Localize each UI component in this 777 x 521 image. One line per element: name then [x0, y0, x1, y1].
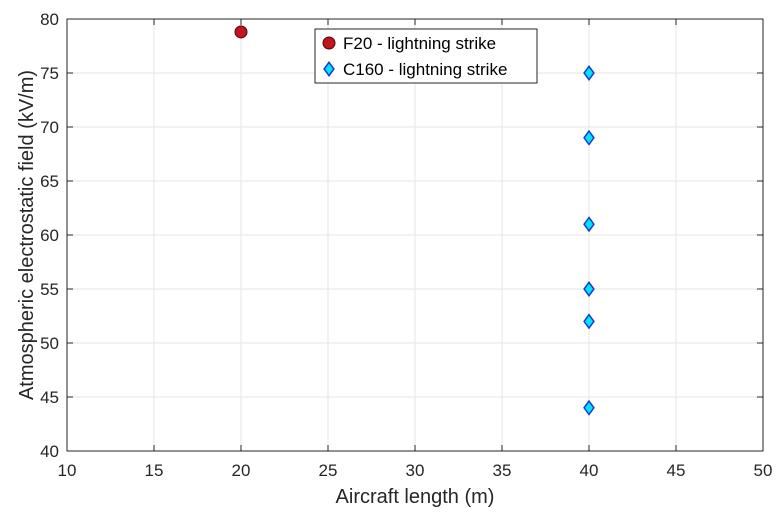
x-tick-label: 50 — [754, 461, 773, 480]
data-point-diamond — [583, 281, 595, 297]
legend-entry-f20: F20 - lightning strike — [343, 34, 496, 53]
x-tick-label: 35 — [493, 461, 512, 480]
y-tick-label: 40 — [40, 442, 59, 461]
y-tick-label: 75 — [40, 64, 59, 83]
y-tick-label: 50 — [40, 334, 59, 353]
legend-marker-f20 — [322, 36, 336, 50]
data-point-diamond — [583, 216, 595, 233]
legend-marker-symbol — [322, 36, 336, 50]
y-tick-label: 55 — [40, 280, 59, 299]
data-point-diamond — [583, 313, 595, 330]
x-tick-label: 45 — [667, 461, 686, 480]
x-tick-label: 30 — [406, 461, 425, 480]
y-tick-label: 80 — [40, 10, 59, 29]
y-tick-label: 65 — [40, 172, 59, 191]
x-tick-label: 20 — [232, 461, 251, 480]
axis-ticks — [66, 18, 764, 452]
x-tick-label: 15 — [145, 461, 164, 480]
x-axis-label: Aircraft length (m) — [336, 486, 495, 508]
y-tick-labels: 40 45 50 55 60 65 70 75 80 — [40, 10, 59, 461]
y-tick-label: 45 — [40, 388, 59, 407]
x-tick-label: 25 — [319, 461, 338, 480]
legend: F20 - lightning strike C160 - lightning … — [314, 28, 538, 84]
y-axis-label: Atmospheric electrostatic field (kV/m) — [16, 70, 38, 400]
data-point-diamond — [583, 399, 595, 416]
y-tick-label: 60 — [40, 226, 59, 245]
data-point-diamond — [583, 65, 595, 81]
data-point-diamond — [583, 129, 595, 146]
data-points — [234, 25, 595, 416]
legend-marker-c160 — [323, 61, 335, 77]
legend-box — [314, 28, 538, 84]
y-tick-label: 70 — [40, 118, 59, 137]
legend-marker-symbol — [323, 61, 335, 77]
x-tick-labels: 10 15 20 25 30 35 40 45 50 — [58, 461, 773, 480]
legend-entry-c160: C160 - lightning strike — [343, 60, 507, 79]
data-point-circle — [234, 25, 248, 39]
x-tick-label: 40 — [580, 461, 599, 480]
x-tick-label: 10 — [58, 461, 77, 480]
